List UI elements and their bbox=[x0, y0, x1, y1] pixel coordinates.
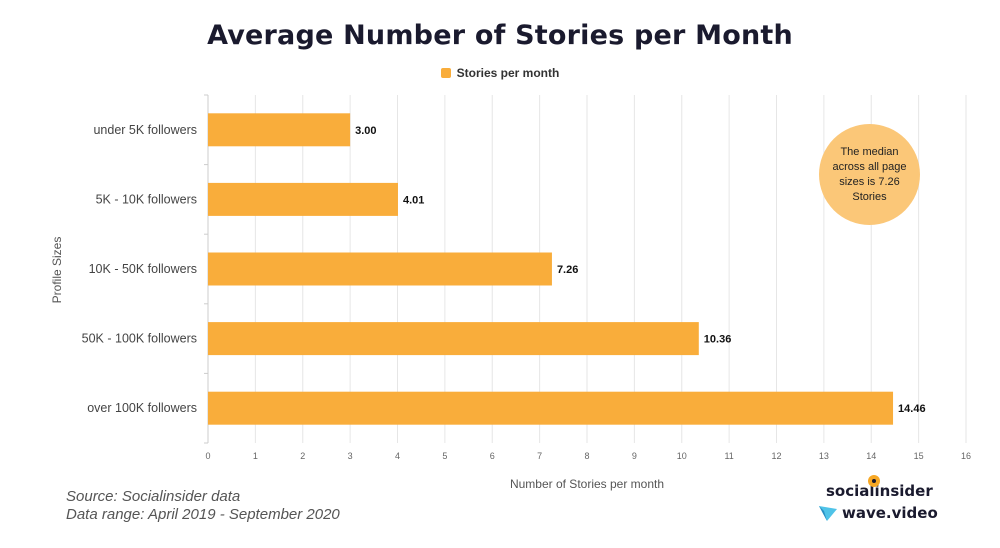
data-labels: 3.00 4.01 7.26 10.36 14.46 bbox=[355, 125, 925, 415]
x-tick-label: 6 bbox=[490, 451, 495, 461]
socialinsider-logo: socialinsider bbox=[826, 475, 960, 500]
source-text: Source: Socialinsider data bbox=[66, 488, 241, 505]
logo-dot-icon bbox=[868, 475, 880, 487]
x-tick-label: 3 bbox=[348, 451, 353, 461]
x-tick-label: 15 bbox=[914, 451, 924, 461]
category-label: 10K - 50K followers bbox=[89, 262, 197, 276]
x-tick-label: 1 bbox=[253, 451, 258, 461]
legend-swatch bbox=[440, 68, 451, 78]
x-axis-ticks: 0 1 2 3 4 5 6 7 8 9 10 11 12 13 14 15 16 bbox=[205, 451, 971, 461]
x-tick-label: 10 bbox=[677, 451, 687, 461]
wave-play-icon bbox=[819, 506, 837, 521]
x-tick-label: 9 bbox=[632, 451, 637, 461]
x-tick-label: 5 bbox=[442, 451, 447, 461]
bar[interactable] bbox=[208, 322, 699, 356]
y-axis bbox=[204, 94, 209, 444]
bar-value-label: 14.46 bbox=[898, 403, 926, 415]
category-label: over 100K followers bbox=[87, 401, 197, 415]
bar-value-label: 7.26 bbox=[557, 264, 578, 276]
source-note: Source: Socialinsider data Data range: A… bbox=[66, 488, 340, 524]
wave-video-logo: wave.video bbox=[818, 504, 960, 522]
category-labels: under 5K followers 5K - 10K followers 10K … bbox=[82, 123, 197, 415]
median-note-text: The median across all page sizes is 7.26… bbox=[832, 145, 907, 203]
x-tick-label: 13 bbox=[819, 451, 829, 461]
x-axis-title: Number of Stories per month bbox=[510, 477, 664, 491]
y-axis-title: Profile Sizes bbox=[50, 237, 64, 304]
legend: Stories per month bbox=[0, 66, 1000, 80]
bar-value-label: 4.01 bbox=[403, 194, 424, 206]
bar[interactable] bbox=[208, 182, 398, 216]
x-tick-label: 16 bbox=[961, 451, 971, 461]
category-label: 5K - 10K followers bbox=[96, 192, 197, 206]
bar[interactable] bbox=[208, 391, 894, 425]
median-note: The median across all page sizes is 7.26… bbox=[819, 124, 920, 225]
x-tick-label: 14 bbox=[866, 451, 876, 461]
x-tick-label: 12 bbox=[771, 451, 781, 461]
bar[interactable] bbox=[208, 113, 351, 147]
chart-title: Average Number of Stories per Month bbox=[207, 20, 793, 51]
x-tick-label: 7 bbox=[537, 451, 542, 461]
category-label: under 5K followers bbox=[93, 123, 197, 137]
x-tick-label: 2 bbox=[300, 451, 305, 461]
x-tick-label: 11 bbox=[724, 451, 733, 461]
legend-label[interactable]: Stories per month bbox=[456, 66, 560, 80]
bar-value-label: 10.36 bbox=[704, 334, 732, 346]
data-range-text: Data range: April 2019 - September 2020 bbox=[66, 506, 340, 523]
bar-value-label: 3.00 bbox=[355, 125, 376, 137]
category-label: 50K - 100K followers bbox=[82, 332, 197, 346]
x-tick-label: 0 bbox=[205, 451, 210, 461]
x-tick-label: 8 bbox=[584, 451, 589, 461]
bars bbox=[208, 113, 894, 425]
x-tick-label: 4 bbox=[395, 451, 400, 461]
bar[interactable] bbox=[208, 252, 552, 286]
logos: socialinsider wave.video bbox=[810, 475, 960, 522]
